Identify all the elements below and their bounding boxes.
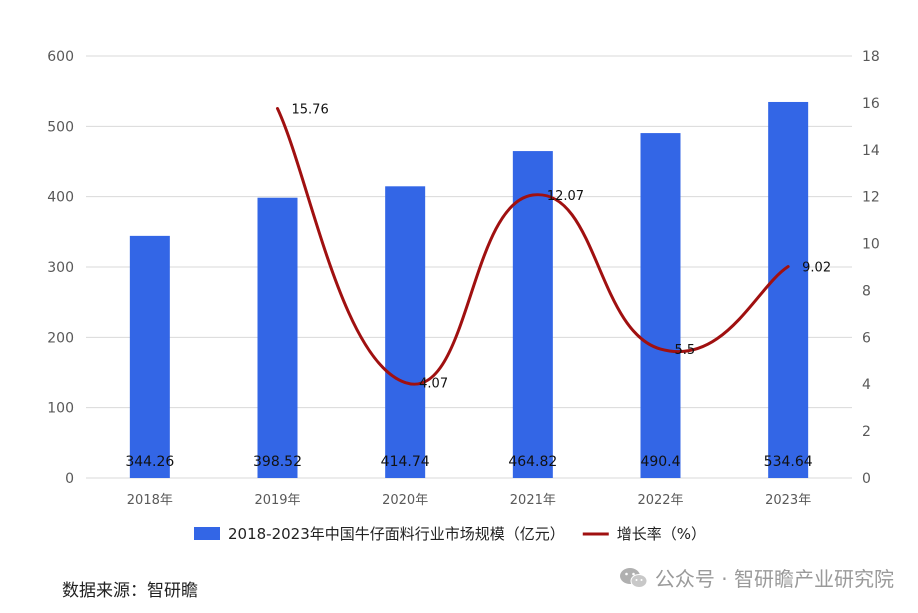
axes: 0 100 200 300 400 500 600 0 2 4 6 8 10 12 14 16 18 2018年 2… (47, 49, 880, 508)
x-axis-tick-label: 2018年 (127, 493, 173, 508)
left-axis-tick-label: 0 (65, 471, 74, 487)
x-axis-tick-label: 2022年 (637, 493, 683, 508)
bar (512, 151, 553, 478)
x-axis-tick-label: 2021年 (510, 493, 556, 508)
left-axis-tick-label: 300 (47, 260, 74, 276)
source-text: 数据来源：智研瞻 (62, 581, 198, 601)
bar-value-label: 344.26 (125, 454, 174, 470)
bar-value-label: 490.4 (640, 454, 680, 470)
bar (385, 186, 426, 478)
bar (129, 235, 170, 478)
bar-value-label: 414.74 (381, 454, 430, 470)
right-axis-tick-label: 10 (862, 237, 880, 253)
wechat-icon (619, 567, 648, 588)
growth-line-path (276, 107, 790, 386)
bar (768, 101, 809, 479)
right-axis-tick-label: 16 (862, 96, 880, 112)
left-axis-tick-label: 500 (47, 119, 74, 135)
watermark: 公众号 · 智研瞻产业研究院 (619, 563, 894, 592)
line-value-label: 5.5 (675, 343, 696, 358)
left-axis-tick-label: 400 (47, 190, 74, 206)
right-axis-tick-label: 4 (862, 377, 871, 393)
legend-swatch-bar (194, 527, 220, 540)
right-axis-tick-label: 18 (862, 49, 880, 65)
bar (640, 133, 681, 478)
left-axis-tick-label: 100 (47, 401, 74, 417)
bars (129, 101, 809, 479)
right-axis-tick-label: 8 (862, 283, 871, 299)
line-value-label: 4.07 (419, 377, 448, 392)
legend-label-line: 增长率（%） (617, 525, 706, 543)
left-axis-tick-label: 200 (47, 330, 74, 346)
line-value-label: 15.76 (292, 103, 329, 118)
gridlines (86, 55, 852, 479)
x-axis-tick-label: 2020年 (382, 493, 428, 508)
x-axis-tick-label: 2019年 (254, 493, 300, 508)
right-axis-tick-label: 0 (862, 471, 871, 487)
legend-label-bar: 2018-2023年中国牛仔面料行业市场规模（亿元） (228, 525, 565, 543)
x-axis-tick-label: 2023年 (765, 493, 811, 508)
left-axis-tick-label: 600 (47, 49, 74, 65)
data-labels: 344.26 398.52 414.74 464.82 490.4 534.64 15.76… (125, 103, 831, 470)
growth-line (276, 107, 790, 386)
right-axis-tick-label: 14 (862, 143, 880, 159)
right-axis-tick-label: 6 (862, 330, 871, 346)
bar-value-label: 464.82 (508, 454, 557, 470)
legend: 2018-2023年中国牛仔面料行业市场规模（亿元） 增长率（%） (194, 525, 706, 543)
combo-chart: 344.26 398.52 414.74 464.82 490.4 534.64 15.76… (47, 49, 880, 543)
line-value-label: 9.02 (802, 261, 831, 276)
bar (257, 197, 298, 479)
watermark-text: 公众号 · 智研瞻产业研究院 (654, 567, 894, 591)
line-value-label: 12.07 (547, 189, 584, 204)
bar-value-label: 534.64 (764, 454, 813, 470)
bar-value-label: 398.52 (253, 454, 302, 470)
right-axis-tick-label: 12 (862, 190, 880, 206)
right-axis-tick-label: 2 (862, 424, 871, 440)
